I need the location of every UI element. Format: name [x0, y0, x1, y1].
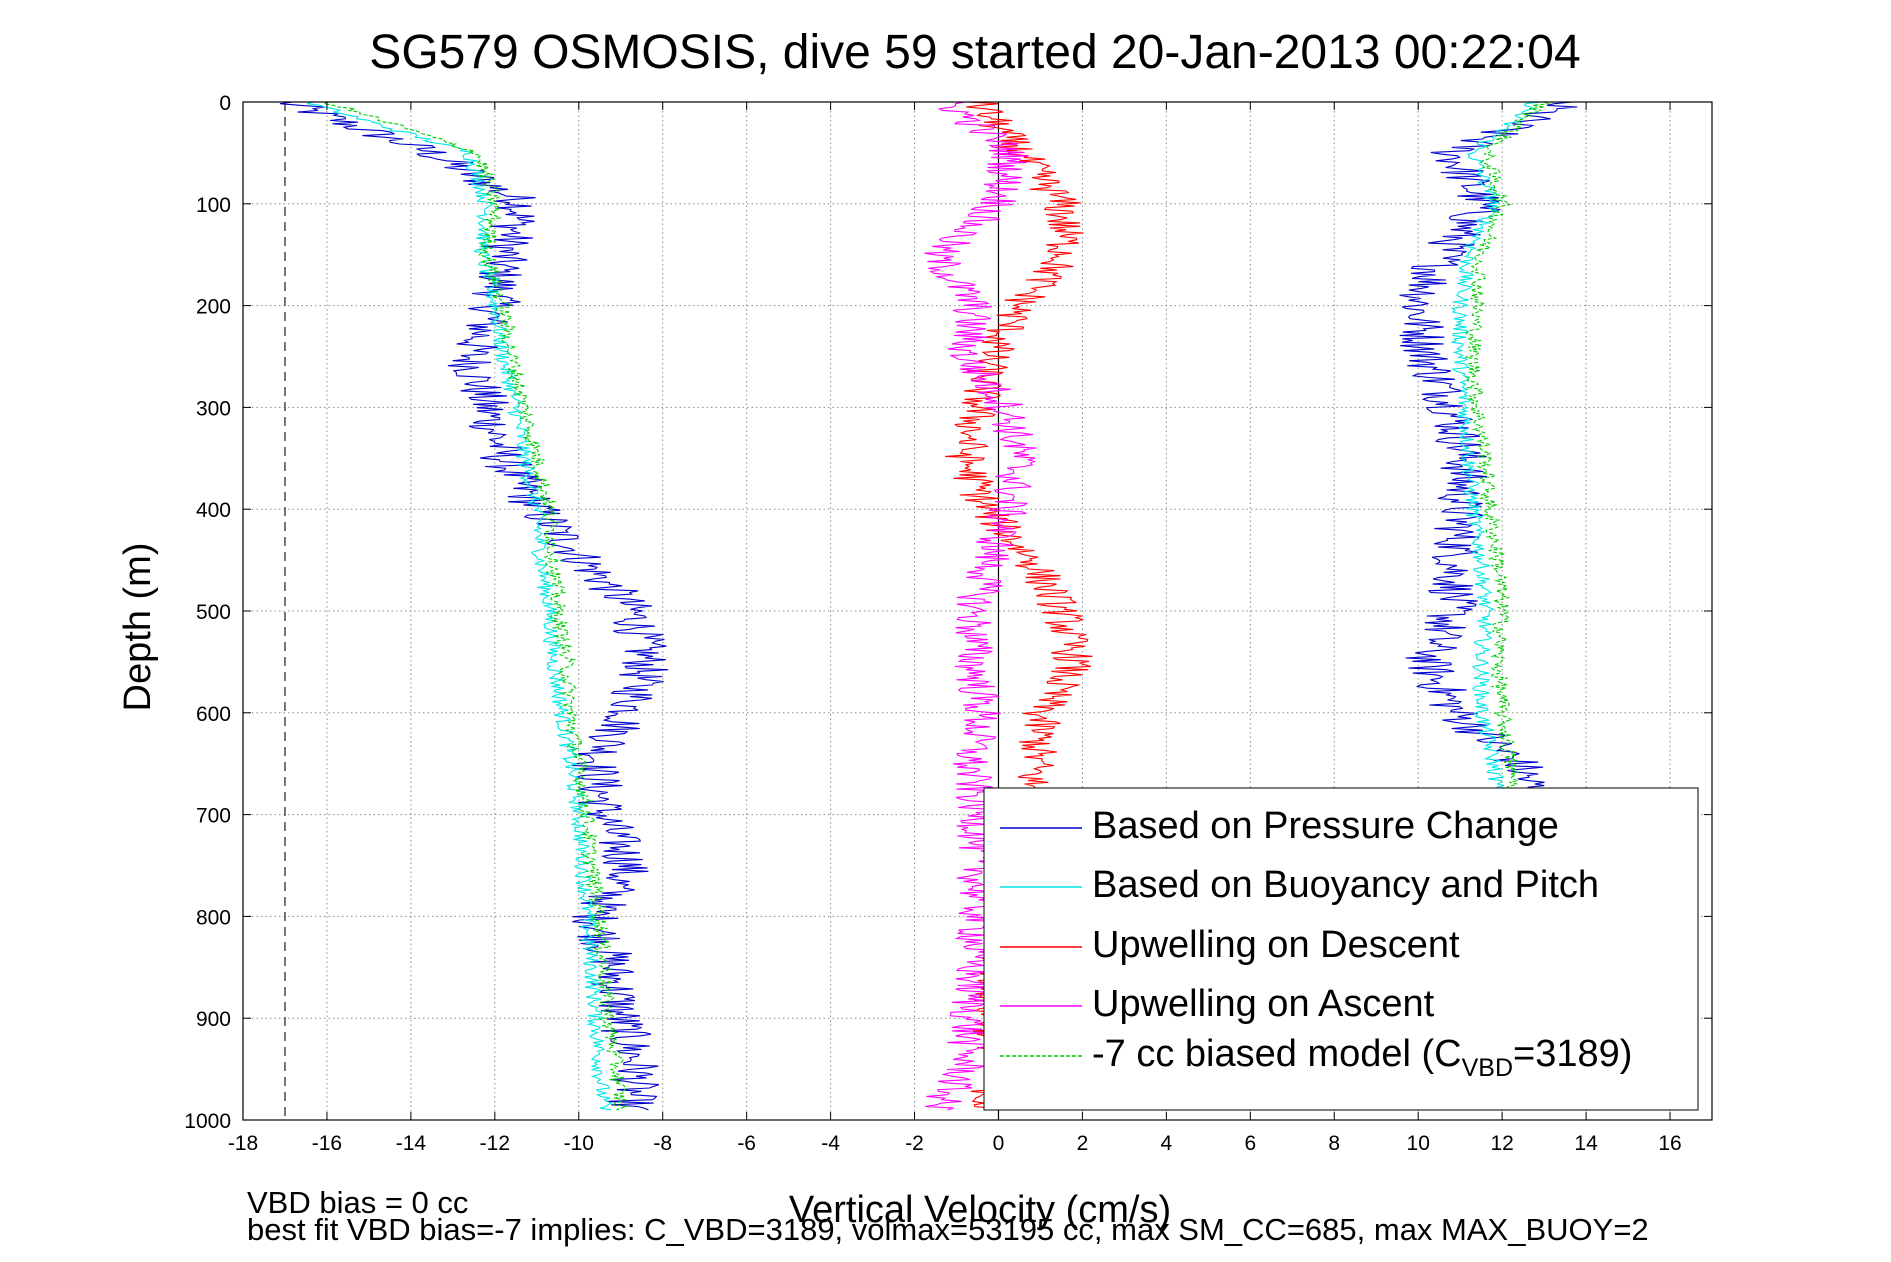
legend-label: Based on Pressure Change	[1092, 805, 1559, 847]
series-line	[279, 101, 669, 1111]
y-tick-label: 700	[196, 805, 231, 828]
x-tick-label: -8	[653, 1132, 672, 1155]
legend-label: Upwelling on Descent	[1092, 924, 1460, 966]
y-tick-label: 500	[196, 601, 231, 624]
x-tick-label: 8	[1328, 1132, 1340, 1155]
series-line	[1465, 101, 1551, 1111]
series-line	[924, 101, 1037, 1111]
chart-title: SG579 OSMOSIS, dive 59 started 20-Jan-20…	[369, 26, 1580, 79]
x-tick-label: -2	[905, 1132, 924, 1155]
legend-label: Based on Buoyancy and Pitch	[1092, 864, 1599, 906]
legend-box	[983, 787, 1699, 1111]
footer-vbd-bias: VBD bias = 0 cc	[247, 1185, 468, 1220]
x-tick-label: 14	[1574, 1132, 1598, 1155]
x-tick-label: -14	[396, 1132, 427, 1155]
y-tick-label: 800	[196, 906, 231, 929]
x-tick-label: 12	[1490, 1132, 1513, 1155]
legend-label: Upwelling on Ascent	[1092, 983, 1435, 1025]
y-tick-label: 600	[196, 703, 231, 726]
x-tick-label: 16	[1658, 1132, 1681, 1155]
x-tick-label: 0	[993, 1132, 1005, 1155]
x-tick-label: 6	[1244, 1132, 1256, 1155]
legend-label: -7 cc biased model (CVBD=3189)	[1092, 1033, 1632, 1082]
y-tick-label: 1000	[184, 1110, 231, 1133]
x-tick-label: -10	[564, 1132, 594, 1155]
legend: Based on Pressure Change Based on Buoyanc…	[983, 787, 1699, 1111]
x-tick-label: -6	[737, 1132, 756, 1155]
y-tick-label: 300	[196, 397, 231, 420]
series-layer	[279, 101, 1591, 1111]
x-tick-label: 4	[1161, 1132, 1173, 1155]
series-line	[307, 101, 613, 1111]
y-tick-label: 900	[196, 1008, 231, 1031]
series-line	[322, 101, 627, 1111]
y-tick-label: 0	[219, 92, 231, 115]
y-tick-label: 100	[196, 194, 231, 217]
x-tick-label: -12	[480, 1132, 510, 1155]
x-tick-label: 2	[1077, 1132, 1089, 1155]
y-tick-label: 400	[196, 499, 231, 522]
x-tick-label: -16	[312, 1132, 342, 1155]
x-tick-label: -18	[228, 1132, 258, 1155]
axis-ticks: -18 -16 -14 -12 -10 -8 -6 -4 -2 0 2 4 6 8 10 12 14 16 0 100…	[184, 92, 1712, 1155]
x-tick-label: -4	[821, 1132, 840, 1155]
y-tick-label: 200	[196, 296, 231, 319]
x-axis-label: Vertical Velocity (cm/s)	[789, 1189, 1171, 1231]
x-tick-label: 10	[1407, 1132, 1430, 1155]
footer-best-fit: best fit VBD bias=-7 implies: C_VBD=3189…	[247, 1212, 1649, 1247]
y-axis-label: Depth (m)	[117, 543, 159, 712]
